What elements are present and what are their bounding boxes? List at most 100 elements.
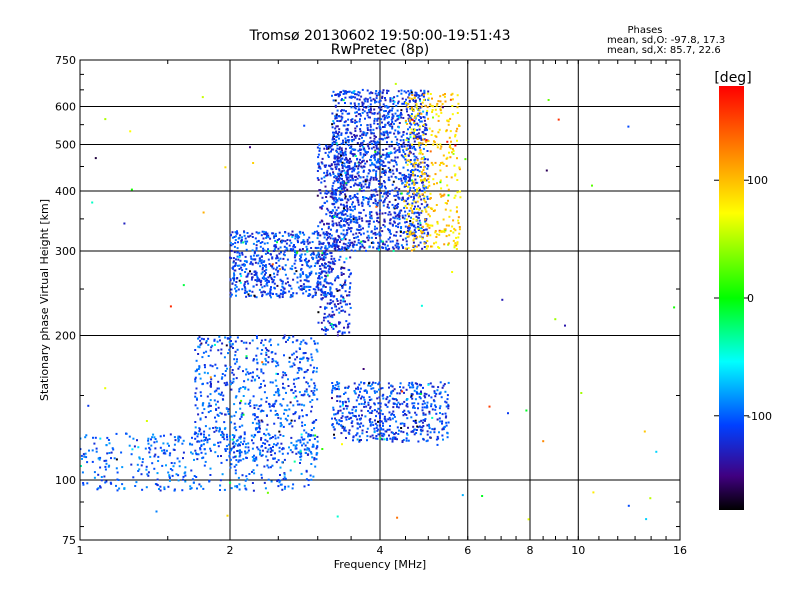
data-point xyxy=(271,256,274,259)
data-point xyxy=(194,395,197,398)
data-point xyxy=(244,402,247,405)
data-point xyxy=(643,430,646,433)
data-point xyxy=(649,497,652,500)
data-point xyxy=(335,193,338,196)
data-point xyxy=(335,188,338,191)
data-point xyxy=(344,141,347,143)
data-point xyxy=(290,241,293,244)
data-point xyxy=(229,291,232,294)
data-point xyxy=(307,275,310,278)
data-point xyxy=(368,411,371,414)
data-point xyxy=(340,220,343,222)
data-point xyxy=(302,272,305,275)
data-point xyxy=(253,413,256,415)
data-point xyxy=(432,385,435,388)
data-point xyxy=(106,452,109,455)
data-point xyxy=(220,412,223,415)
data-point xyxy=(430,396,433,399)
data-point xyxy=(379,417,381,419)
data-point xyxy=(419,227,422,230)
data-point xyxy=(413,94,416,97)
data-point xyxy=(452,149,455,152)
data-point xyxy=(402,139,405,141)
data-point xyxy=(134,485,137,487)
data-point xyxy=(407,192,410,194)
data-point xyxy=(325,306,328,309)
data-point xyxy=(446,184,449,187)
data-point xyxy=(99,466,102,469)
data-point xyxy=(413,233,416,236)
data-point xyxy=(203,430,206,433)
data-point xyxy=(405,200,408,203)
data-point xyxy=(382,428,385,431)
data-point xyxy=(382,201,385,204)
data-point xyxy=(279,403,282,406)
data-point xyxy=(384,131,387,134)
data-point xyxy=(318,256,321,258)
data-point xyxy=(337,172,340,175)
data-point xyxy=(345,205,348,208)
data-point xyxy=(256,337,258,340)
data-point xyxy=(366,124,369,127)
data-point xyxy=(311,399,314,401)
data-point xyxy=(347,323,349,326)
data-point xyxy=(401,246,404,249)
data-point xyxy=(169,452,172,455)
data-point xyxy=(324,329,327,332)
data-point xyxy=(418,396,421,398)
data-point xyxy=(204,460,207,463)
data-point xyxy=(298,230,301,233)
data-point xyxy=(301,264,304,266)
data-point xyxy=(407,173,410,176)
data-point xyxy=(386,141,388,144)
data-point xyxy=(412,406,414,409)
data-point xyxy=(233,274,236,276)
data-point xyxy=(349,244,352,246)
data-point xyxy=(331,112,334,115)
data-point xyxy=(246,451,249,454)
data-point xyxy=(423,172,426,175)
data-point xyxy=(260,404,263,407)
data-point xyxy=(426,424,429,427)
data-point xyxy=(338,235,341,238)
data-point xyxy=(409,186,412,189)
data-point xyxy=(237,288,240,291)
data-point xyxy=(447,224,450,227)
data-point xyxy=(324,278,327,281)
data-point xyxy=(461,494,464,497)
data-point xyxy=(447,381,450,384)
data-point xyxy=(200,342,203,345)
data-point xyxy=(345,176,348,179)
data-point xyxy=(373,189,376,192)
data-point xyxy=(449,230,452,232)
data-point xyxy=(379,405,382,408)
data-point xyxy=(354,163,356,166)
data-point xyxy=(384,246,387,249)
data-point xyxy=(348,291,351,294)
data-point xyxy=(276,294,279,297)
data-point xyxy=(403,409,406,412)
data-point xyxy=(279,479,282,482)
data-point xyxy=(292,404,295,407)
data-point xyxy=(261,291,264,294)
data-point xyxy=(360,402,363,405)
data-point xyxy=(354,96,357,99)
data-point xyxy=(361,414,363,417)
data-point xyxy=(422,413,425,416)
data-point xyxy=(404,210,407,213)
data-point xyxy=(335,163,338,166)
data-point xyxy=(409,133,412,136)
data-point xyxy=(337,303,340,305)
data-point xyxy=(344,243,347,246)
data-point xyxy=(229,366,232,368)
data-point xyxy=(368,222,371,225)
data-point xyxy=(219,489,221,491)
data-point xyxy=(170,462,173,464)
data-point xyxy=(389,131,392,134)
data-point xyxy=(435,204,438,206)
data-point xyxy=(335,125,338,128)
data-point xyxy=(420,430,423,433)
data-point xyxy=(309,400,312,403)
data-point xyxy=(396,426,399,429)
data-point xyxy=(340,147,343,150)
